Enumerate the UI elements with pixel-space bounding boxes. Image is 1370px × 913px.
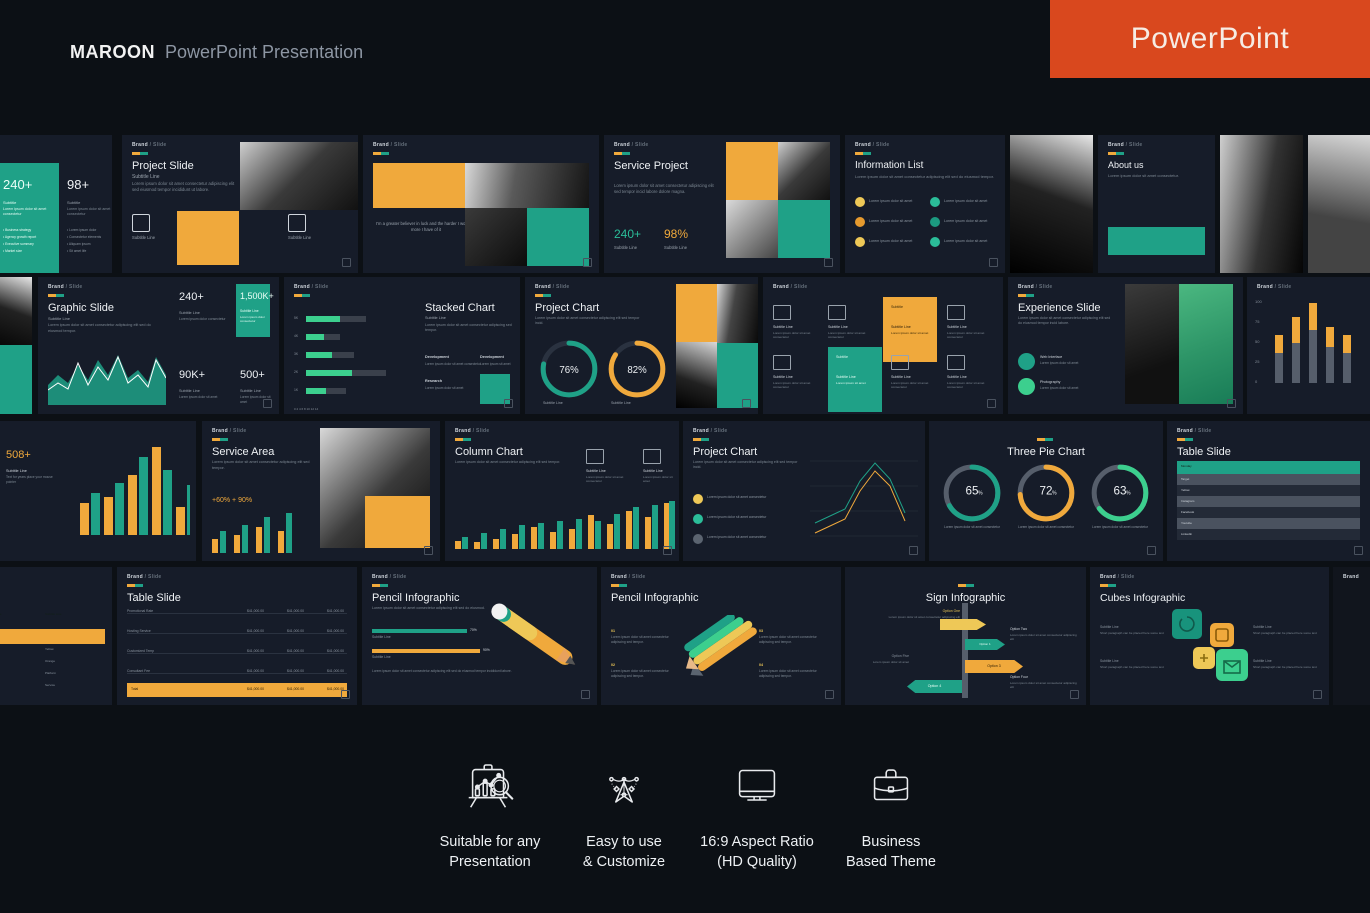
svg-text:63: 63 (1114, 485, 1127, 498)
svg-text:%: % (1052, 491, 1057, 497)
svg-text:0: 0 (1255, 379, 1258, 384)
svg-text:72: 72 (1040, 485, 1053, 498)
svg-text:2K: 2K (294, 370, 299, 374)
svg-text:100: 100 (1255, 299, 1262, 304)
svg-text:50: 50 (1255, 339, 1260, 344)
svg-text:1K: 1K (294, 388, 299, 392)
svg-text:82%: 82% (627, 365, 647, 376)
svg-text:4K: 4K (294, 334, 299, 338)
svg-text:76%: 76% (559, 365, 579, 376)
svg-text:75: 75 (1255, 319, 1260, 324)
svg-text:25: 25 (1255, 359, 1260, 364)
svg-text:%: % (1126, 491, 1131, 497)
svg-text:%: % (978, 491, 983, 497)
svg-text:65: 65 (966, 485, 979, 498)
svg-text:5K: 5K (294, 316, 299, 320)
svg-text:3K: 3K (294, 352, 299, 356)
